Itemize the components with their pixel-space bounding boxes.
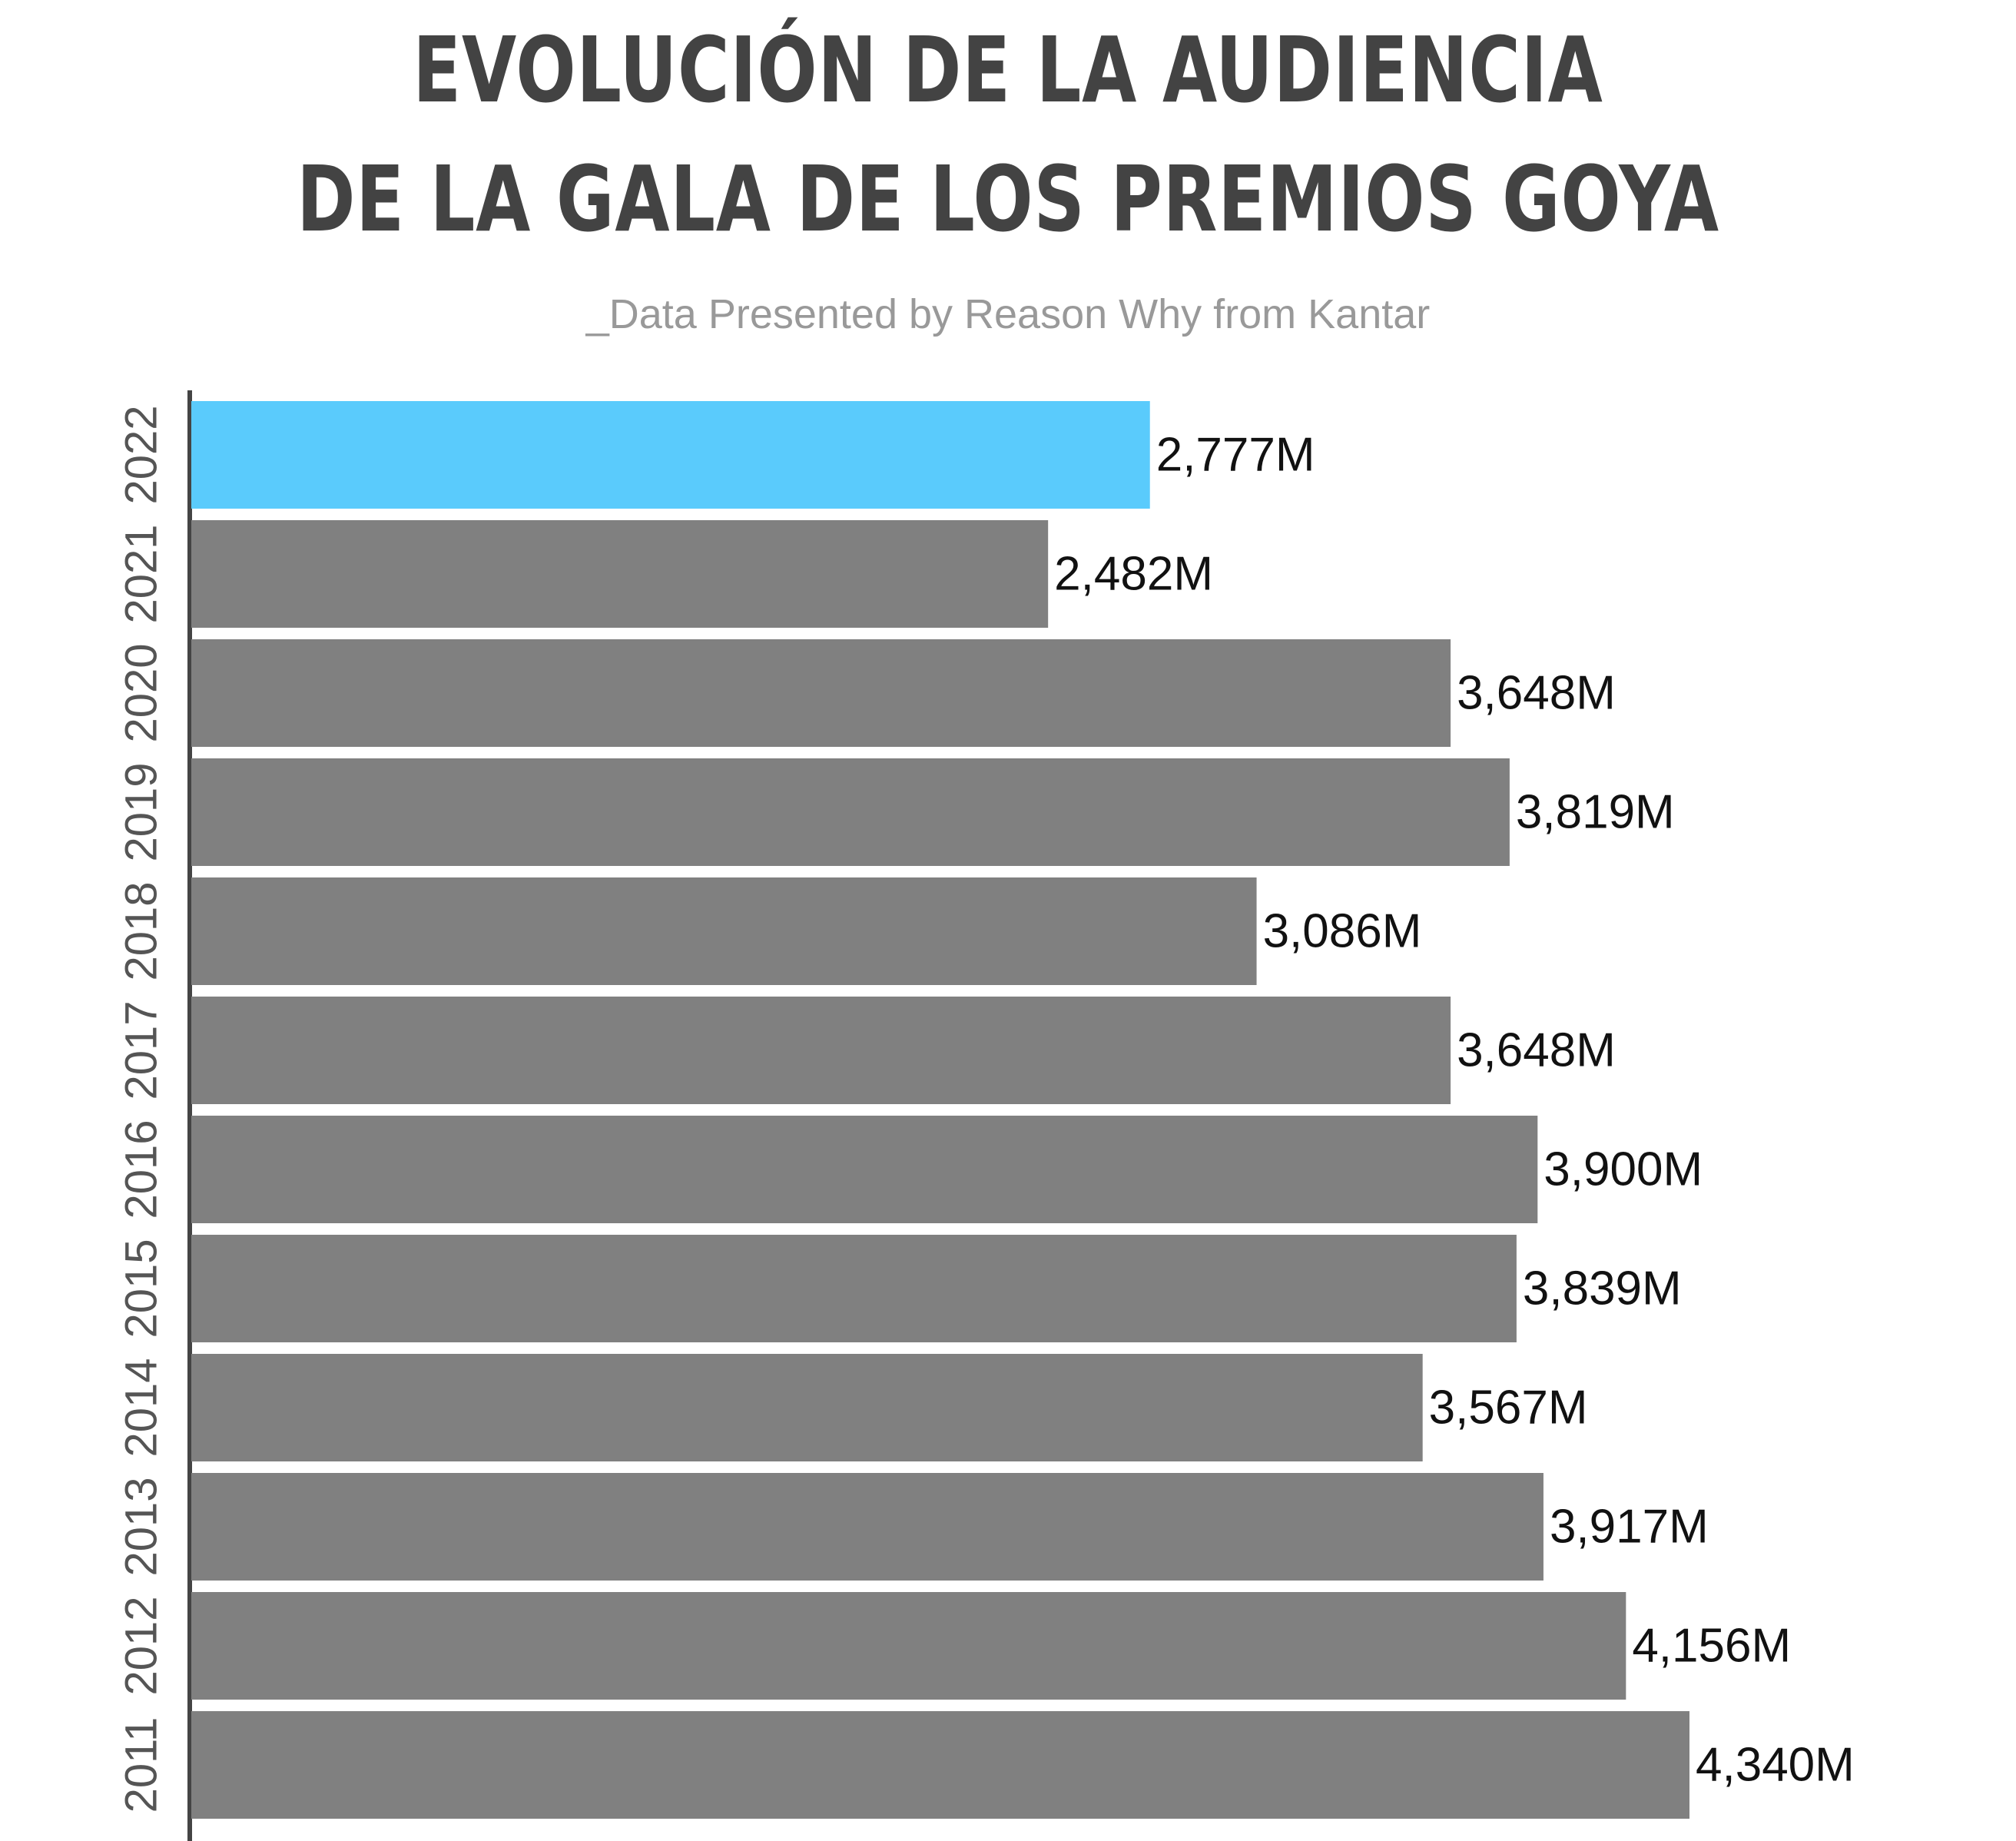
value-label-2012: 4,156M (1632, 1620, 1791, 1673)
bar-2017 (191, 997, 1451, 1104)
year-label-2011: 2011 (117, 1717, 167, 1813)
year-label-2013: 2013 (117, 1477, 167, 1576)
year-label-2020: 2020 (117, 643, 167, 742)
value-label-2017: 3,648M (1457, 1024, 1616, 1077)
value-label-2019: 3,819M (1516, 786, 1675, 839)
bar-2022 (191, 401, 1150, 509)
year-label-2018: 2018 (117, 881, 167, 980)
year-label-2014: 2014 (117, 1358, 167, 1457)
value-label-2015: 3,839M (1523, 1262, 1682, 1315)
value-label-2011: 4,340M (1696, 1739, 1855, 1792)
chart-subtitle: _Data Presented by Reason Why from Kanta… (585, 291, 1431, 337)
bar-2012 (191, 1592, 1626, 1700)
value-label-2020: 3,648M (1457, 667, 1616, 720)
bar-2021 (191, 520, 1049, 628)
bar-2011 (191, 1711, 1689, 1819)
chart-title-line-2: DE LA GALA DE LOS PREMIOS GOYA (297, 146, 1719, 252)
year-label-2016: 2016 (117, 1120, 167, 1219)
value-label-2018: 3,086M (1263, 905, 1422, 958)
value-label-2021: 2,482M (1054, 548, 1213, 601)
chart-title-line-1: EVOLUCIÓN DE LA AUDIENCIA (413, 17, 1603, 123)
year-label-2019: 2019 (117, 762, 167, 861)
value-label-2014: 3,567M (1429, 1382, 1588, 1435)
value-label-2016: 3,900M (1544, 1143, 1703, 1196)
value-label-2022: 2,777M (1156, 429, 1315, 482)
year-label-2021: 2021 (117, 524, 167, 623)
bar-2013 (191, 1473, 1544, 1581)
value-label-2013: 3,917M (1550, 1501, 1709, 1554)
bar-2016 (191, 1116, 1538, 1223)
year-label-2012: 2012 (117, 1596, 167, 1695)
bar-2018 (191, 877, 1257, 985)
year-label-2015: 2015 (117, 1239, 167, 1338)
bar-2015 (191, 1235, 1517, 1342)
bar-2014 (191, 1354, 1423, 1461)
bar-2019 (191, 758, 1510, 866)
bar-2020 (191, 639, 1451, 747)
y-axis-line (187, 390, 192, 1841)
year-label-2022: 2022 (117, 405, 167, 504)
year-label-2017: 2017 (117, 1000, 167, 1100)
